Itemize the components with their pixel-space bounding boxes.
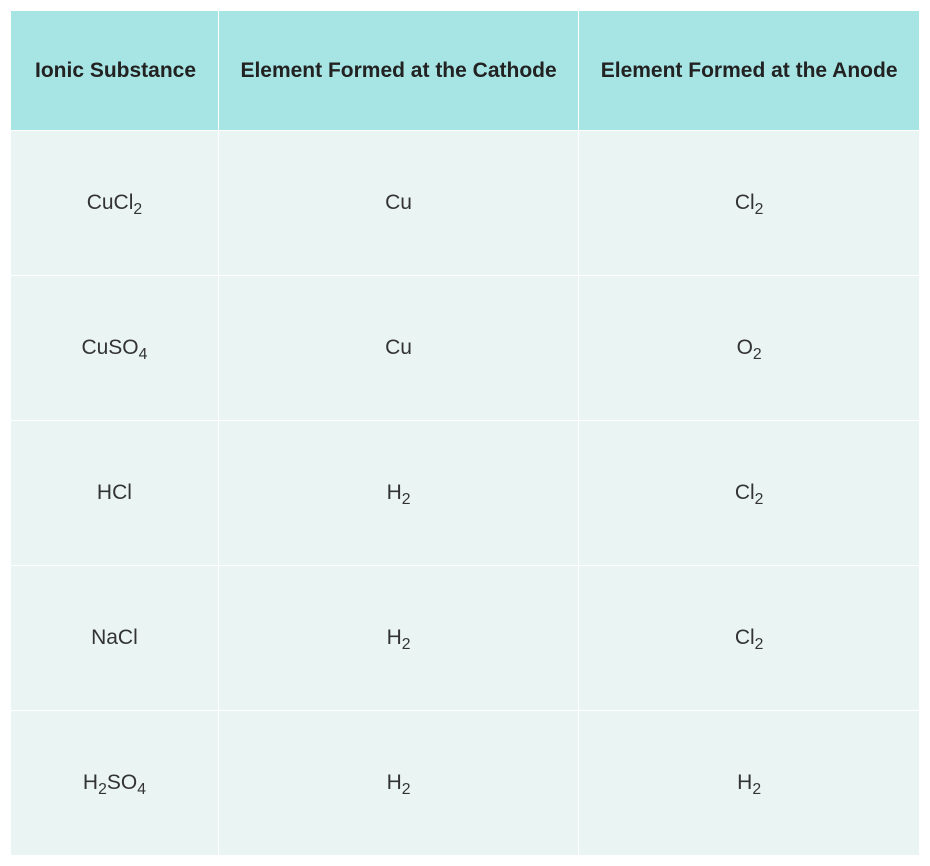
- electrolysis-table: Ionic Substance Element Formed at the Ca…: [10, 10, 920, 856]
- cell-substance: NaCl: [11, 566, 219, 711]
- table-row: H2SO4 H2 H2: [11, 711, 920, 856]
- col-cathode: Element Formed at the Cathode: [218, 11, 578, 131]
- cell-substance: HCl: [11, 421, 219, 566]
- cell-cathode: Cu: [218, 131, 578, 276]
- cell-anode: Cl2: [579, 131, 920, 276]
- table-header-row: Ionic Substance Element Formed at the Ca…: [11, 11, 920, 131]
- cell-anode: Cl2: [579, 421, 920, 566]
- table-body: CuCl2 Cu Cl2 CuSO4 Cu O2 HCl H2 Cl2 NaCl…: [11, 131, 920, 856]
- col-anode: Element Formed at the Anode: [579, 11, 920, 131]
- cell-anode: H2: [579, 711, 920, 856]
- table-row: CuCl2 Cu Cl2: [11, 131, 920, 276]
- cell-substance: CuCl2: [11, 131, 219, 276]
- cell-substance: H2SO4: [11, 711, 219, 856]
- cell-anode: O2: [579, 276, 920, 421]
- cell-substance: CuSO4: [11, 276, 219, 421]
- table-row: CuSO4 Cu O2: [11, 276, 920, 421]
- cell-anode: Cl2: [579, 566, 920, 711]
- cell-cathode: H2: [218, 566, 578, 711]
- cell-cathode: H2: [218, 421, 578, 566]
- table-row: NaCl H2 Cl2: [11, 566, 920, 711]
- cell-cathode: Cu: [218, 276, 578, 421]
- cell-cathode: H2: [218, 711, 578, 856]
- col-ionic-substance: Ionic Substance: [11, 11, 219, 131]
- table-row: HCl H2 Cl2: [11, 421, 920, 566]
